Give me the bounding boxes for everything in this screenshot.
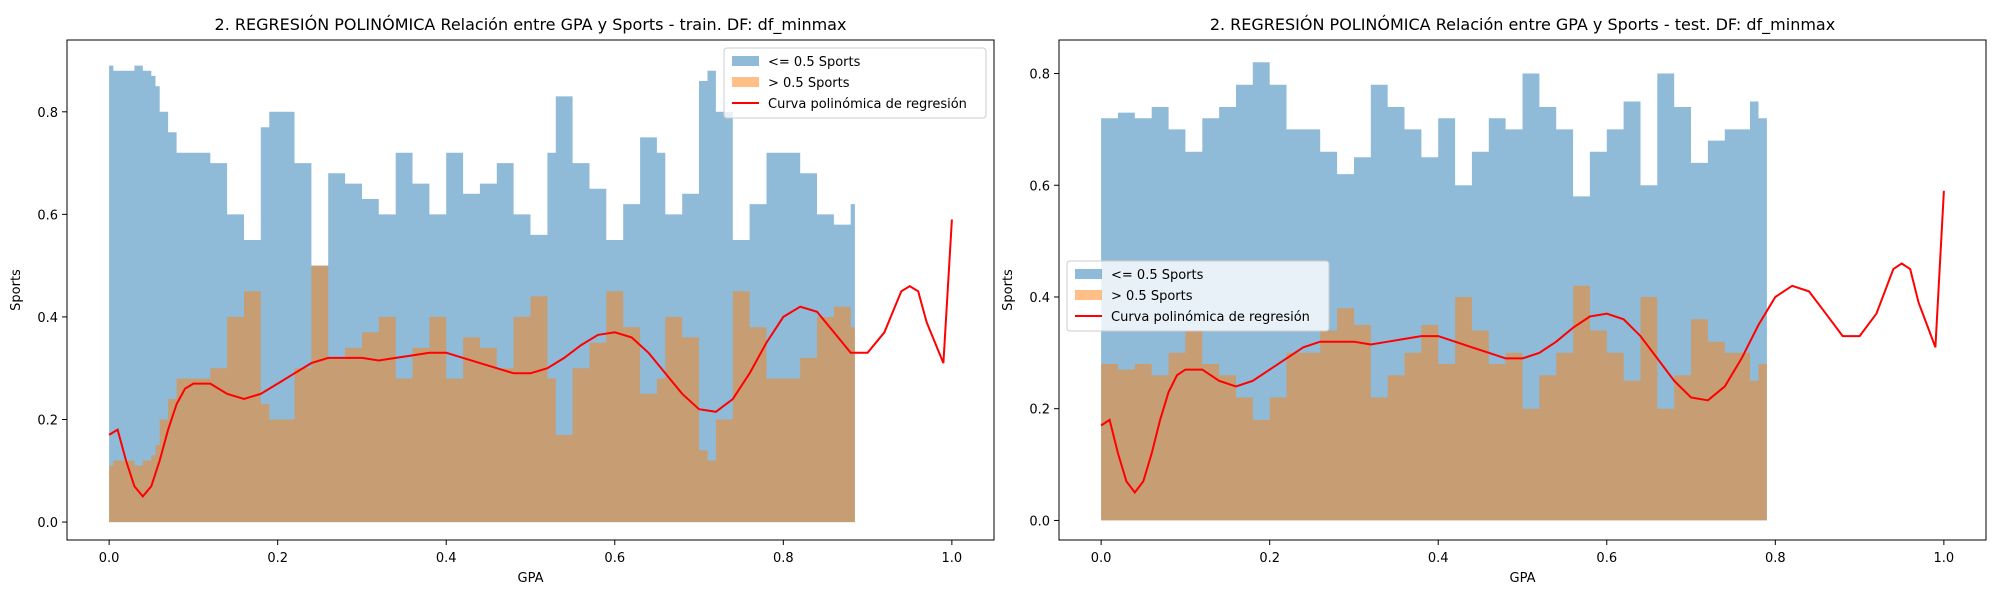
x-tick-label: 0.4 xyxy=(436,551,457,566)
y-tick-label: 0.2 xyxy=(37,413,58,428)
x-tick-label: 0.8 xyxy=(1765,551,1786,566)
legend: <= 0.5 Sports > 0.5 Sports Curva polinómic… xyxy=(723,47,987,119)
x-tick-label: 0.2 xyxy=(1259,551,1280,566)
x-axis-label: GPA xyxy=(518,571,544,586)
legend-label: <= 0.5 Sports xyxy=(768,55,861,70)
plot-area xyxy=(108,65,953,523)
legend-label: Curva polinómica de regresión xyxy=(768,97,967,112)
regression-curve xyxy=(1100,190,1945,495)
legend-swatch xyxy=(1075,290,1102,300)
chart-panel-2: 0.0 0.2 0.4 0.6 0.8 1.0 0.0 0.2 0.4 0.6 0.8 2. REGR… xyxy=(1001,15,1987,586)
legend-box xyxy=(723,47,987,119)
y-tick-label: 0.0 xyxy=(1029,514,1050,529)
y-tick-label: 0.8 xyxy=(37,106,58,121)
axes-frame xyxy=(1058,39,1987,541)
legend-label: <= 0.5 Sports xyxy=(1111,268,1204,283)
legend-swatch xyxy=(1075,269,1102,279)
legend-label: > 0.5 Sports xyxy=(1111,289,1193,304)
y-tick-label: 0.2 xyxy=(1029,403,1050,418)
legend-label: Curva polinómica de regresión xyxy=(1111,310,1310,325)
x-tick-label: 0.6 xyxy=(604,551,625,566)
legend: <= 0.5 Sports > 0.5 Sports Curva polinómic… xyxy=(1066,260,1330,332)
legend-label: > 0.5 Sports xyxy=(768,76,850,91)
x-tick-label: 0.8 xyxy=(773,551,794,566)
y-tick-label: 0.4 xyxy=(37,311,58,326)
y-axis-label: Sports xyxy=(9,269,24,311)
y-tick-label: 0.0 xyxy=(37,516,58,531)
x-tick-label: 0.0 xyxy=(1091,551,1112,566)
area-series-2 xyxy=(109,265,855,523)
y-tick-label: 0.8 xyxy=(1029,68,1050,83)
x-tick-label: 0.4 xyxy=(1428,551,1449,566)
x-tick-label: 0.2 xyxy=(267,551,288,566)
x-tick-label: 0.6 xyxy=(1596,551,1617,566)
y-tick-label: 0.4 xyxy=(1029,291,1050,306)
y-axis-label: Sports xyxy=(1001,269,1016,311)
chart-title: 2. REGRESIÓN POLINÓMICA Relación entre G… xyxy=(215,15,847,35)
x-tick-label: 0.0 xyxy=(99,551,120,566)
axes-frame xyxy=(66,39,995,541)
legend-box xyxy=(1066,260,1330,332)
x-tick-label: 1.0 xyxy=(1934,551,1955,566)
chart-title: 2. REGRESIÓN POLINÓMICA Relación entre G… xyxy=(1210,15,1835,35)
chart-panel-1: 0.0 0.2 0.4 0.6 0.8 1.0 0.0 0.2 0.4 0.6 0.8 2. REGR… xyxy=(9,15,995,586)
y-tick-label: 0.6 xyxy=(1029,179,1050,194)
area-series-2 xyxy=(1101,285,1767,521)
legend-swatch xyxy=(732,56,759,66)
x-tick-label: 1.0 xyxy=(942,551,963,566)
x-axis-label: GPA xyxy=(1510,571,1536,586)
y-tick-label: 0.6 xyxy=(37,208,58,223)
regression-curve xyxy=(108,219,953,498)
plot-area xyxy=(1100,62,1945,521)
legend-swatch xyxy=(732,77,759,87)
